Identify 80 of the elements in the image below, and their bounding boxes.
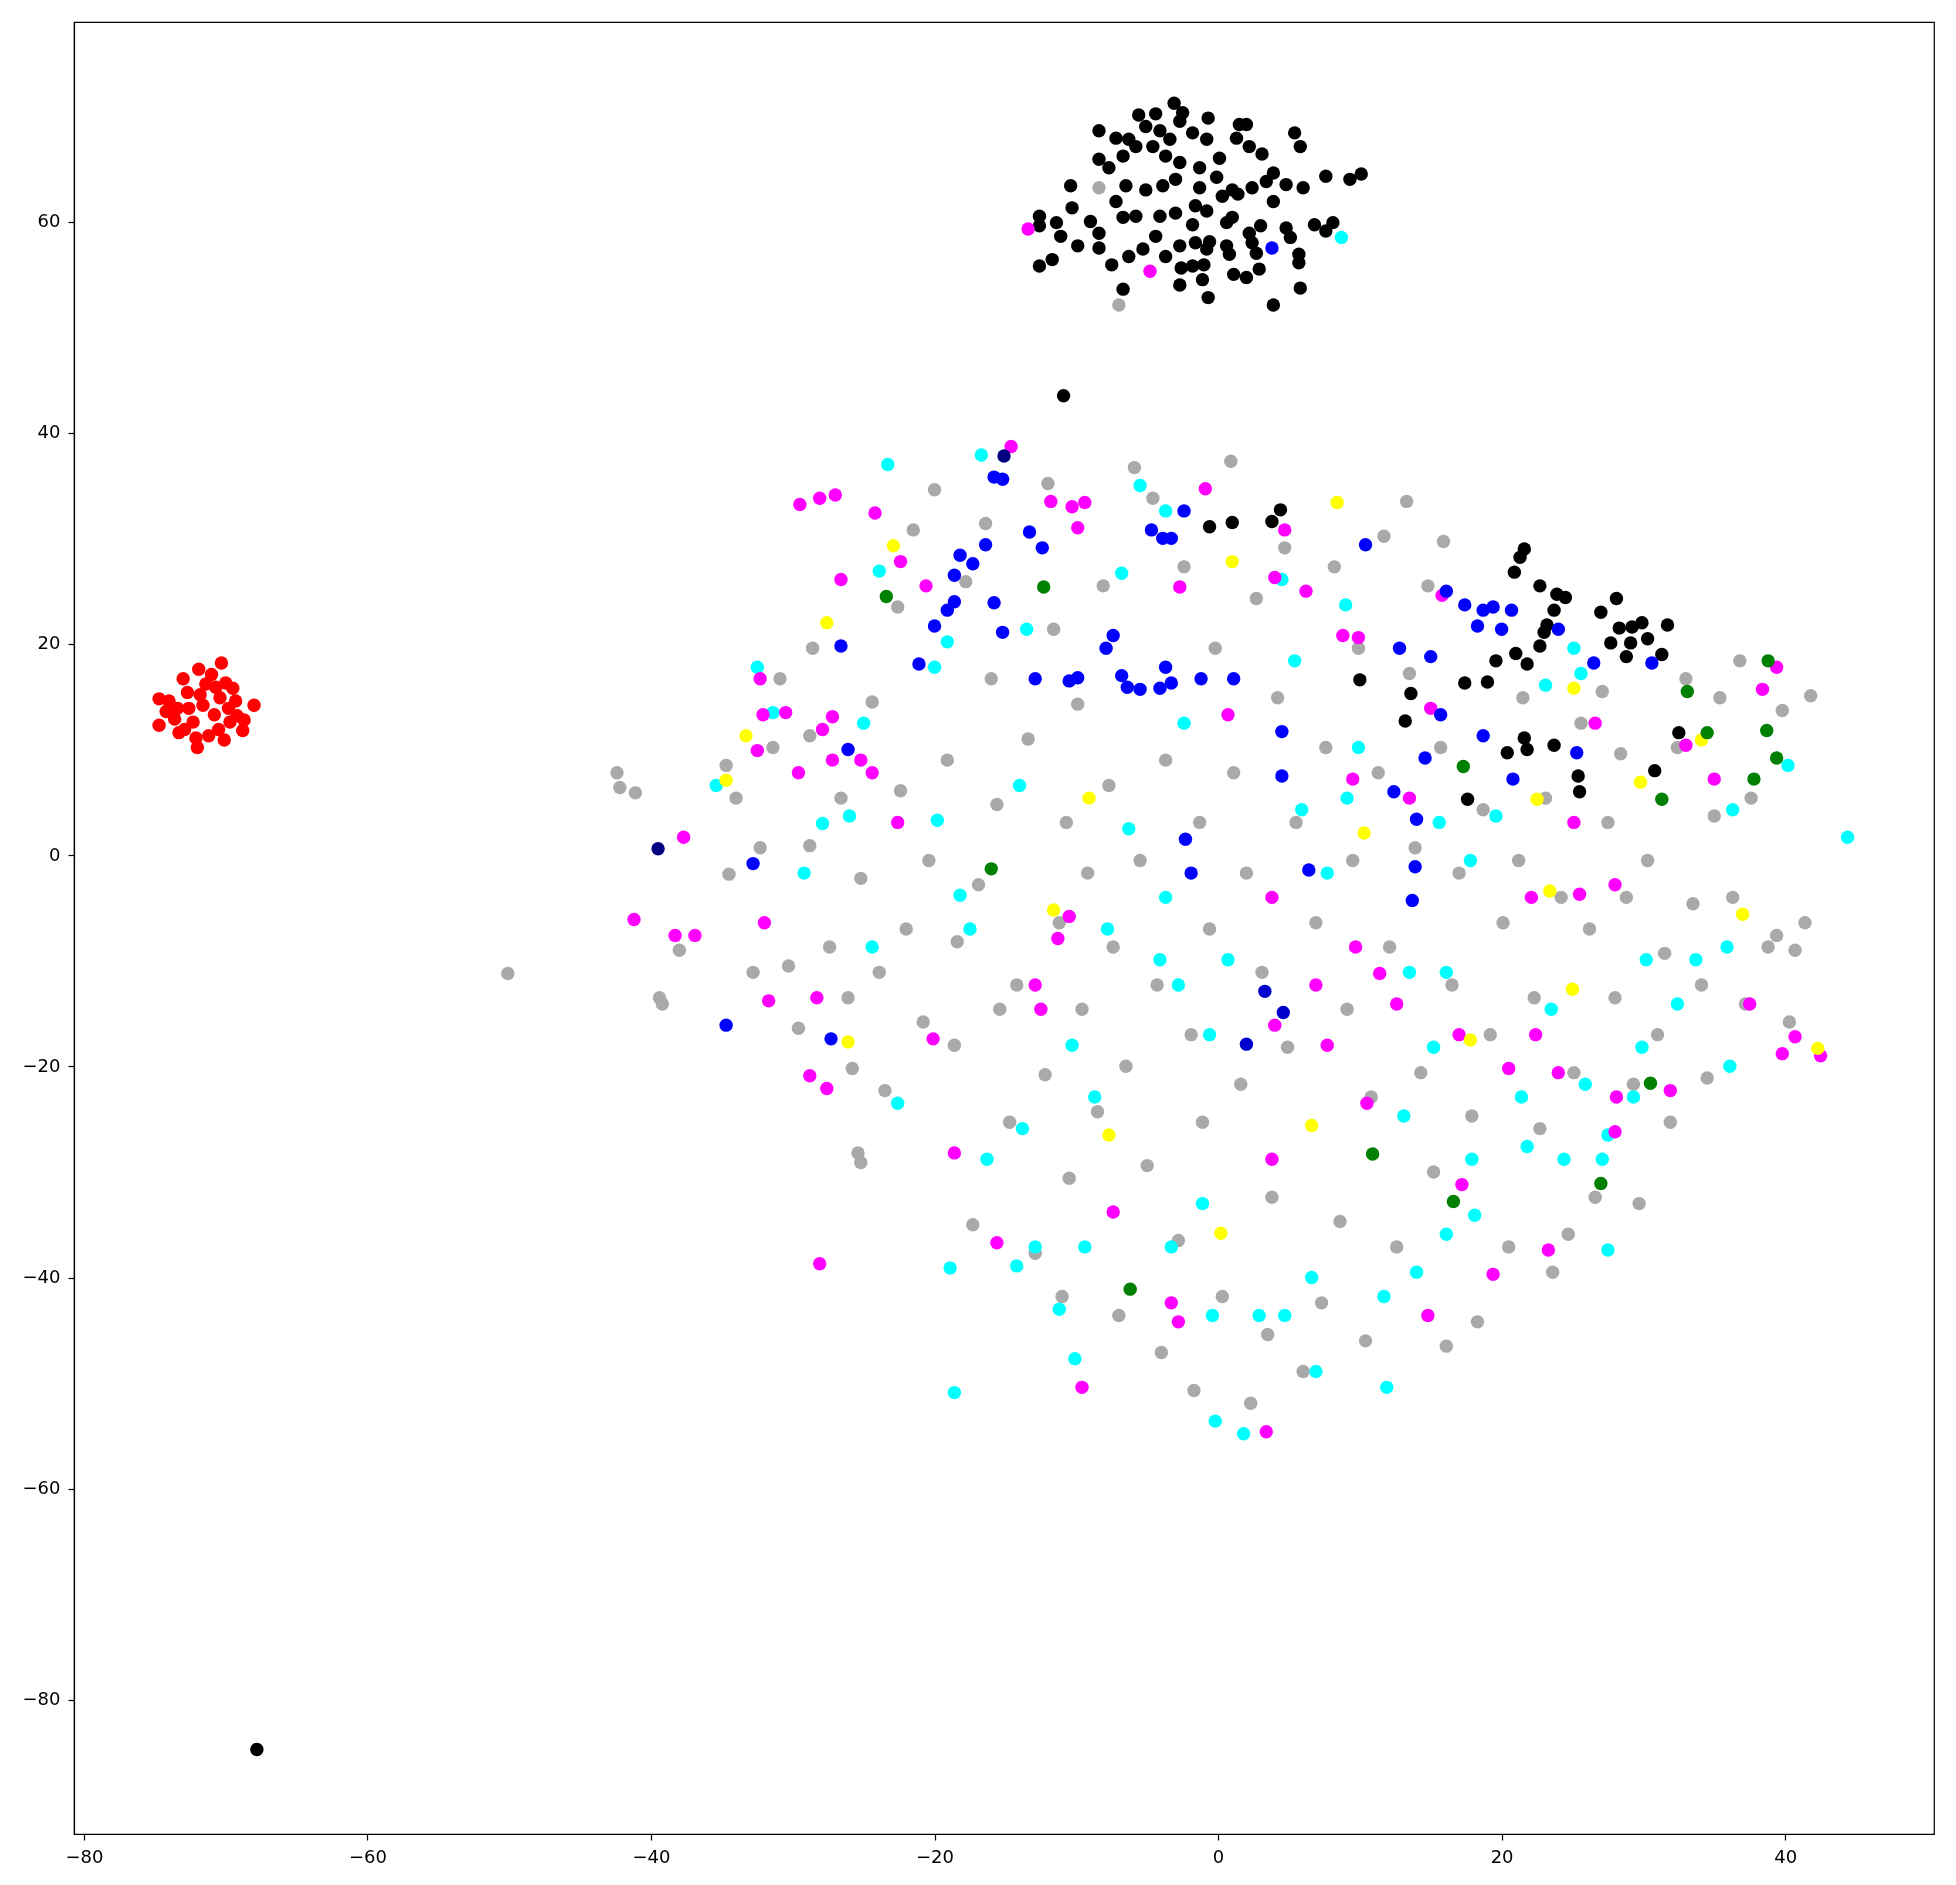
- point: [207, 708, 222, 722]
- point: [193, 687, 207, 702]
- point: [176, 672, 190, 686]
- y-tick-label: −60: [22, 1477, 61, 1499]
- point: [1456, 759, 1471, 774]
- point: [1760, 723, 1774, 738]
- point: [1036, 580, 1051, 594]
- point: [228, 694, 243, 708]
- point: [739, 729, 753, 743]
- point: [1330, 495, 1344, 510]
- point: [1680, 684, 1695, 699]
- y-tick-label: 20: [37, 632, 61, 654]
- point: [209, 680, 223, 694]
- point: [230, 709, 244, 723]
- point: [1304, 1118, 1319, 1133]
- point: [211, 722, 226, 737]
- point: [214, 656, 229, 670]
- point: [247, 698, 261, 712]
- point: [1365, 1147, 1380, 1161]
- point: [182, 701, 196, 716]
- point: [1769, 751, 1784, 765]
- point: [719, 773, 733, 787]
- point: [217, 733, 231, 747]
- point: [1594, 1176, 1608, 1191]
- y-tick-label: −40: [22, 1266, 61, 1288]
- point: [192, 662, 206, 676]
- point: [1046, 903, 1061, 917]
- x-tick-label: −80: [65, 1845, 104, 1867]
- point: [1239, 1037, 1254, 1051]
- y-tick-label: −80: [22, 1688, 61, 1710]
- point: [1747, 772, 1761, 786]
- point: [651, 842, 665, 856]
- point: [820, 616, 834, 630]
- point: [152, 718, 166, 732]
- point: [1446, 1194, 1461, 1209]
- point: [1655, 792, 1669, 806]
- point: [1735, 907, 1750, 921]
- point: [186, 715, 200, 729]
- point: [1357, 826, 1371, 840]
- point: [1633, 775, 1648, 789]
- x-tick-label: −20: [916, 1845, 955, 1867]
- point: [162, 694, 176, 708]
- point: [1123, 1282, 1137, 1296]
- point: [1102, 1128, 1116, 1142]
- x-tick-label: −40: [632, 1845, 671, 1867]
- point: [1567, 681, 1581, 695]
- y-tick-label: 40: [37, 421, 61, 443]
- point: [886, 539, 901, 553]
- point: [201, 729, 216, 743]
- point: [1276, 1005, 1290, 1020]
- y-tick-label: 0: [49, 843, 61, 865]
- point: [170, 701, 185, 716]
- point: [841, 1035, 855, 1049]
- point: [984, 862, 998, 876]
- x-tick-label: 0: [1212, 1845, 1225, 1867]
- y-tick-label: 60: [37, 210, 61, 232]
- point: [1565, 982, 1580, 996]
- point: [180, 685, 195, 700]
- point: [236, 723, 250, 738]
- point: [1700, 725, 1714, 740]
- point: [189, 731, 203, 745]
- point: [226, 681, 240, 695]
- point: [1543, 884, 1557, 898]
- point: [1082, 791, 1096, 805]
- point: [1258, 984, 1272, 999]
- point: [1225, 554, 1239, 569]
- x-tick-label: 40: [1774, 1845, 1798, 1867]
- point: [997, 449, 1011, 463]
- point: [1214, 1226, 1228, 1240]
- point: [1463, 1033, 1478, 1047]
- point: [879, 589, 894, 604]
- y-tick-label: −20: [22, 1054, 61, 1076]
- point: [177, 722, 192, 737]
- point: [1811, 1041, 1825, 1056]
- x-tick-label: −60: [348, 1845, 387, 1867]
- point: [1761, 654, 1775, 668]
- point: [1530, 792, 1544, 806]
- x-tick-label: 20: [1490, 1845, 1514, 1867]
- point: [1643, 1076, 1658, 1090]
- point: [204, 667, 219, 682]
